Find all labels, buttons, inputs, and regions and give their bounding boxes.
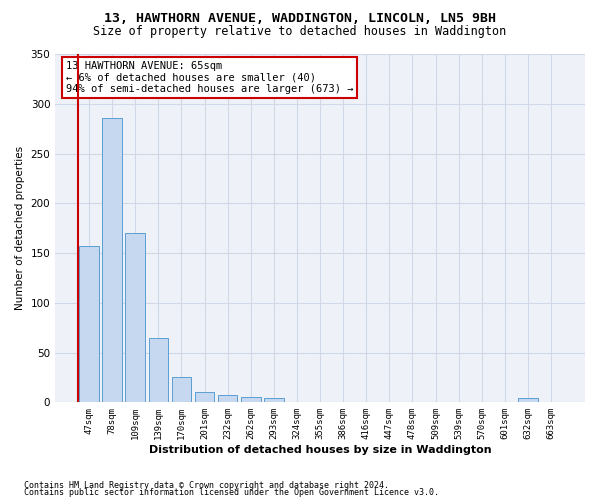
Bar (195, 392, 214, 402)
Text: Contains public sector information licensed under the Open Government Licence v3: Contains public sector information licen… (24, 488, 439, 497)
Bar (79, 246, 99, 402)
Bar (149, 338, 168, 402)
Bar (518, 398, 538, 402)
Bar (218, 396, 238, 402)
Bar (264, 398, 284, 402)
Bar (103, 118, 122, 403)
Text: Size of property relative to detached houses in Waddington: Size of property relative to detached ho… (94, 25, 506, 38)
Text: Contains HM Land Registry data © Crown copyright and database right 2024.: Contains HM Land Registry data © Crown c… (24, 480, 389, 490)
Text: 13, HAWTHORN AVENUE, WADDINGTON, LINCOLN, LN5 9BH: 13, HAWTHORN AVENUE, WADDINGTON, LINCOLN… (104, 12, 496, 26)
Bar (172, 378, 191, 402)
Bar (125, 233, 145, 402)
Y-axis label: Number of detached properties: Number of detached properties (15, 146, 25, 310)
Bar (241, 398, 260, 402)
Text: 13 HAWTHORN AVENUE: 65sqm
← 6% of detached houses are smaller (40)
94% of semi-d: 13 HAWTHORN AVENUE: 65sqm ← 6% of detach… (66, 61, 353, 94)
X-axis label: Distribution of detached houses by size in Waddington: Distribution of detached houses by size … (149, 445, 491, 455)
